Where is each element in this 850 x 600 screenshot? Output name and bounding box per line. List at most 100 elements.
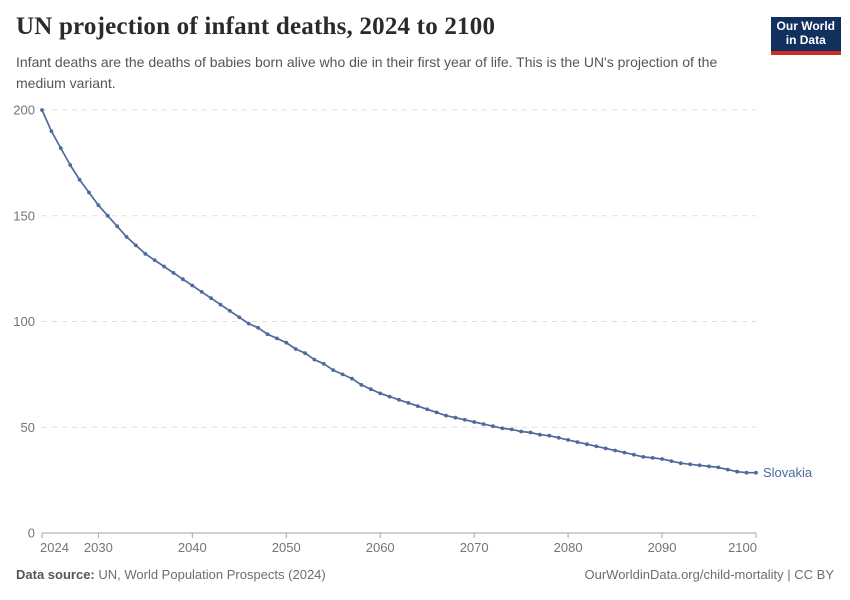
owid-logo-line2: in Data: [785, 32, 826, 47]
line-slovakia[interactable]: [41, 109, 756, 474]
x-axis-label: 2080: [554, 540, 583, 555]
data-point: [340, 372, 345, 377]
data-point: [678, 461, 683, 466]
data-point: [162, 264, 167, 269]
data-point: [321, 361, 326, 366]
data-point: [190, 283, 195, 288]
data-point: [650, 456, 655, 460]
data-point: [462, 417, 467, 422]
data-point: [707, 464, 711, 469]
data-point: [547, 433, 552, 438]
data-point: [641, 455, 646, 459]
data-point: [491, 424, 495, 429]
data-point: [312, 357, 317, 362]
footer-link[interactable]: OurWorldinData.org/child-mortality | CC …: [584, 567, 835, 582]
data-point: [519, 429, 523, 434]
data-point: [744, 470, 749, 475]
data-point: [500, 426, 505, 431]
data-point: [134, 243, 138, 248]
data-point: [350, 376, 354, 381]
x-axis-label: 2030: [84, 540, 113, 555]
data-point: [181, 277, 185, 282]
data-point: [509, 427, 514, 432]
data-points: [40, 108, 758, 475]
data-point: [237, 315, 242, 320]
data-point: [444, 413, 448, 418]
data-point: [209, 296, 214, 301]
data-point: [359, 383, 364, 387]
y-axis-label: 150: [13, 208, 35, 223]
data-point: [585, 442, 589, 447]
x-axis-label: 2090: [648, 540, 677, 555]
y-axis-label: 100: [13, 314, 35, 329]
data-point: [575, 440, 580, 444]
chart-svg[interactable]: 0 50 100 150 200 2024 2030 2040 2050 2060 2070 2080…: [0, 95, 850, 565]
data-point: [256, 325, 260, 330]
data-point: [58, 146, 63, 150]
data-point: [725, 467, 730, 472]
x-axis-label: 2060: [366, 540, 395, 555]
data-point: [331, 368, 336, 372]
data-point: [472, 420, 477, 424]
data-point: [613, 448, 617, 453]
data-point: [434, 410, 439, 415]
data-point: [77, 177, 82, 182]
x-axis-label: 2024: [40, 540, 69, 555]
data-source-value: UN, World Population Prospects (2024): [94, 567, 326, 582]
data-point: [556, 435, 561, 440]
data-source: Data source: UN, World Population Prospe…: [16, 567, 326, 582]
data-point: [368, 387, 373, 392]
x-axis-label: 2040: [178, 540, 207, 555]
data-point: [275, 336, 279, 341]
data-point: [735, 469, 740, 474]
entity-label-slovakia[interactable]: Slovakia: [763, 465, 813, 480]
data-point: [378, 391, 383, 396]
data-point: [87, 190, 91, 195]
data-point: [124, 235, 129, 239]
data-point: [754, 470, 758, 475]
data-point: [228, 309, 232, 313]
y-axis-label: 200: [13, 103, 35, 118]
data-point: [68, 163, 73, 167]
x-axis-label: 2100: [728, 540, 757, 555]
data-point: [406, 401, 411, 405]
owid-logo[interactable]: Our World in Data: [770, 17, 841, 55]
data-point: [171, 271, 176, 275]
data-point: [425, 407, 430, 412]
owid-logo-line1: Our World: [776, 19, 835, 33]
data-point: [265, 332, 270, 337]
data-point: [397, 397, 401, 402]
data-point: [96, 203, 101, 208]
data-point: [622, 450, 627, 455]
y-axis-label: 0: [28, 526, 35, 541]
x-axis: 2024 2030 2040 2050 2060 2070 2080 2090 2100: [40, 533, 757, 555]
data-point: [453, 415, 458, 420]
data-point: [284, 340, 289, 345]
data-point: [594, 444, 599, 449]
data-point: [688, 462, 693, 467]
data-point: [632, 452, 636, 457]
page-title: UN projection of infant deaths, 2024 to …: [16, 13, 496, 40]
x-axis-label: 2050: [272, 540, 301, 555]
data-point: [669, 459, 674, 463]
data-point: [538, 432, 542, 437]
data-point: [481, 422, 486, 426]
data-point: [143, 251, 148, 256]
data-point: [199, 290, 204, 294]
data-point: [40, 108, 44, 112]
data-point: [49, 129, 54, 133]
data-point: [303, 351, 307, 356]
data-point: [603, 446, 608, 451]
data-point: [697, 463, 702, 468]
data-point: [246, 321, 251, 326]
data-point: [660, 457, 664, 461]
gridlines: 0 50 100 150 200: [13, 103, 756, 541]
data-point: [115, 224, 120, 229]
data-point: [415, 404, 420, 408]
data-point: [566, 438, 570, 442]
y-axis-label: 50: [21, 420, 35, 435]
footer: Data source: UN, World Population Prospe…: [16, 567, 834, 582]
data-source-label: Data source:: [16, 567, 95, 582]
data-point: [293, 347, 298, 351]
